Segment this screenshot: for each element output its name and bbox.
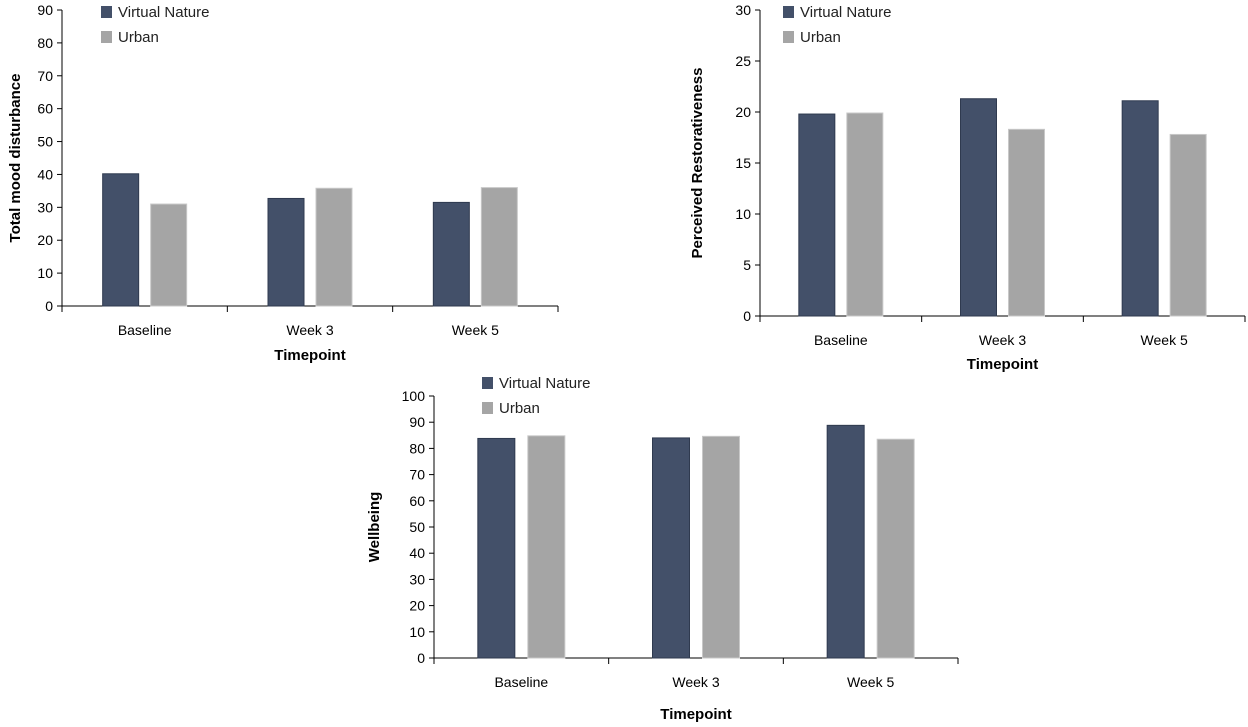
y-tick-label: 20 (735, 104, 751, 120)
y-tick-label: 90 (37, 2, 53, 18)
y-tick-label: 0 (45, 298, 53, 314)
bar-urban-week-5 (480, 187, 518, 307)
x-axis-title: Timepoint (660, 706, 731, 723)
y-tick-label: 70 (37, 68, 53, 84)
bar-urban-week-3 (702, 435, 740, 659)
x-tick-label-week-3: Week 3 (979, 332, 1026, 348)
x-tick-label-baseline: Baseline (118, 322, 172, 338)
y-axis-title: Perceived Restorativeness (689, 68, 706, 259)
y-tick-label: 20 (37, 232, 53, 248)
legend-label-virtual-nature: Virtual Nature (499, 375, 590, 392)
bar-virtual-nature-week-5 (826, 424, 865, 659)
y-tick-label: 10 (37, 265, 53, 281)
legend-label-urban: Urban (499, 400, 540, 417)
y-tick-label: 40 (37, 166, 53, 182)
y-tick-label: 30 (37, 199, 53, 215)
y-tick-label: 50 (409, 519, 425, 535)
legend-label-urban: Urban (800, 29, 841, 46)
legend-swatch-urban (482, 402, 493, 414)
y-tick-label: 70 (409, 467, 425, 483)
x-tick-label-week-5: Week 5 (452, 322, 499, 338)
bar-urban-baseline (150, 203, 188, 307)
bar-urban-baseline (527, 435, 566, 659)
x-tick-label-baseline: Baseline (494, 674, 548, 690)
x-tick-label-week-5: Week 5 (847, 674, 894, 690)
bar-virtual-nature-baseline (798, 113, 836, 317)
y-tick-label: 100 (402, 388, 426, 404)
bar-virtual-nature-week-3 (652, 437, 690, 659)
y-tick-label: 15 (735, 155, 751, 171)
y-tick-label: 5 (743, 257, 751, 273)
bar-urban-week-3 (1008, 128, 1045, 317)
bar-virtual-nature-week-3 (960, 98, 997, 317)
legend-swatch-virtual-nature (783, 6, 794, 18)
y-tick-label: 50 (37, 134, 53, 150)
bar-urban-week-5 (1169, 133, 1207, 317)
bar-urban-baseline (846, 112, 884, 317)
legend-swatch-virtual-nature (101, 6, 112, 18)
bar-virtual-nature-baseline (477, 437, 516, 659)
y-tick-label: 10 (409, 624, 425, 640)
chart-mood-disturbance: 0 10 20 30 40 50 60 70 80 90 Baseline Week 3 Week 5 T… (7, 2, 559, 364)
y-tick-label: 80 (37, 35, 53, 51)
x-tick-label-baseline: Baseline (814, 332, 868, 348)
legend-label-virtual-nature: Virtual Nature (118, 4, 209, 21)
x-axis-title: Timepoint (967, 356, 1038, 373)
y-tick-label: 80 (409, 440, 425, 456)
legend: Virtual Nature Urban (783, 4, 891, 46)
legend-swatch-urban (783, 31, 794, 43)
x-axis-title: Timepoint (274, 347, 345, 364)
bar-urban-week-3 (315, 187, 353, 307)
y-tick-label: 60 (37, 101, 53, 117)
chart-wellbeing: 0 10 20 30 40 50 60 70 80 90 100 Baseline Week 3 Week… (366, 375, 959, 723)
y-tick-label: 40 (409, 545, 425, 561)
y-axis-title: Total mood disturbance (7, 74, 24, 243)
y-tick-label: 25 (735, 53, 751, 69)
legend-swatch-virtual-nature (482, 377, 493, 389)
legend-label-virtual-nature: Virtual Nature (800, 4, 891, 21)
bar-virtual-nature-week-3 (267, 197, 305, 307)
bar-virtual-nature-baseline (102, 173, 140, 307)
x-tick-label-week-5: Week 5 (1141, 332, 1188, 348)
legend-swatch-urban (101, 31, 112, 43)
legend-label-urban: Urban (118, 29, 159, 46)
y-tick-label: 0 (417, 650, 425, 666)
x-tick-label-week-3: Week 3 (672, 674, 719, 690)
y-tick-label: 0 (743, 308, 751, 324)
y-tick-label: 10 (735, 206, 751, 222)
legend: Virtual Nature Urban (482, 375, 590, 417)
y-tick-label: 30 (409, 571, 425, 587)
bar-virtual-nature-week-5 (432, 201, 470, 307)
y-tick-label: 60 (409, 493, 425, 509)
y-tick-label: 20 (409, 598, 425, 614)
legend: Virtual Nature Urban (101, 4, 209, 46)
chart-perceived-restorativeness: 0 5 10 15 20 25 30 Baseline Week 3 Week 5 Timepoin… (689, 2, 1246, 373)
y-axis-title: Wellbeing (366, 492, 383, 563)
bar-virtual-nature-week-5 (1121, 100, 1159, 317)
bar-urban-week-5 (876, 438, 915, 659)
y-tick-label: 30 (735, 2, 751, 18)
y-tick-label: 90 (409, 414, 425, 430)
x-tick-label-week-3: Week 3 (286, 322, 333, 338)
